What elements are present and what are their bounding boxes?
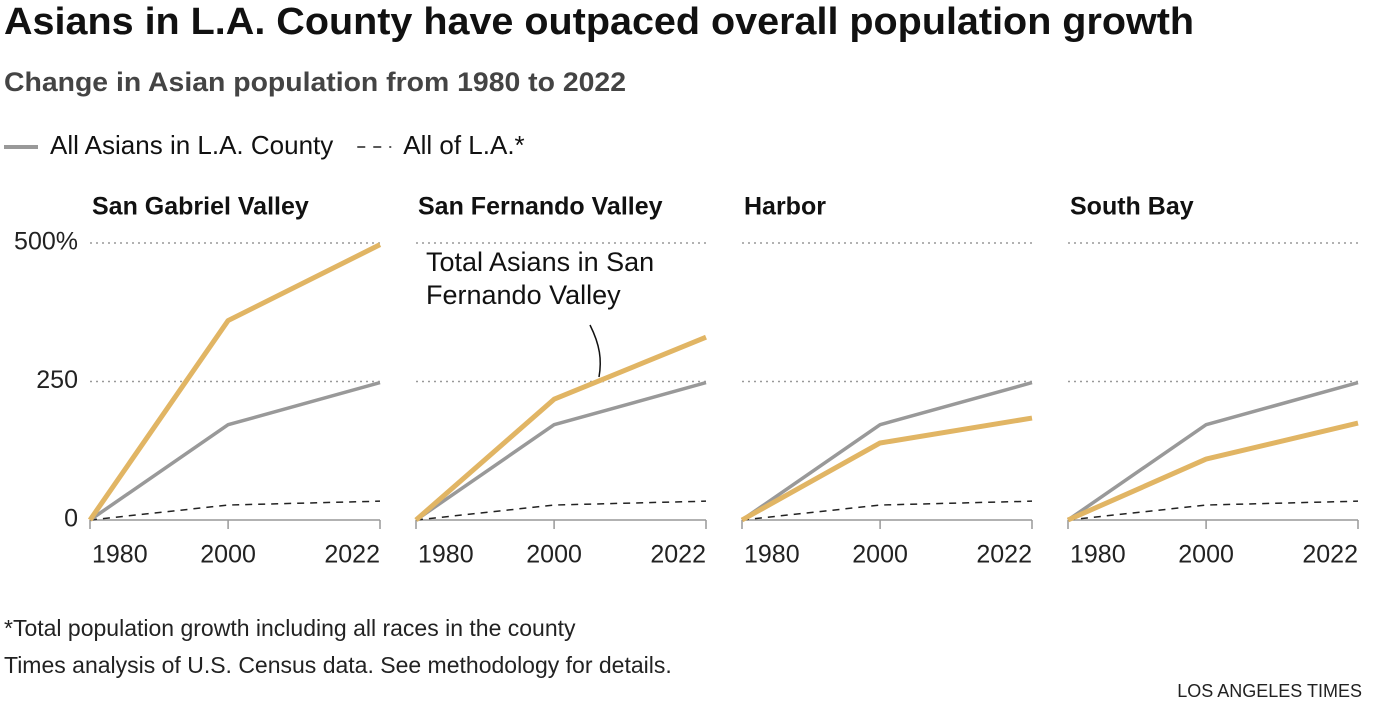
footnote: *Total population growth including all r…: [4, 615, 576, 641]
series-line: [87, 242, 382, 522]
panel-title: San Gabriel Valley: [92, 193, 309, 221]
x-tick-label: 1980: [1070, 541, 1126, 569]
series-line: [740, 415, 1033, 523]
series-line: [415, 380, 707, 522]
x-tick-label: 1980: [744, 541, 800, 569]
credit: LOS ANGELES TIMES: [1177, 681, 1362, 701]
y-tick-label: 250: [36, 366, 78, 394]
x-tick-label: 2000: [200, 541, 256, 569]
annotation: Total Asians in San Fernando Valley: [426, 247, 655, 310]
x-tick-label: 2022: [324, 541, 380, 569]
y-tick-label: 500%: [14, 228, 78, 256]
series-line: [741, 380, 1033, 522]
source-note: Times analysis of U.S. Census data. See …: [4, 652, 672, 678]
legend-label: All of L.A.*: [403, 130, 524, 160]
panel-title: South Bay: [1070, 193, 1194, 221]
series-line: [1066, 420, 1359, 523]
series-line: [1067, 500, 1359, 521]
legend-label: All Asians in L.A. County: [50, 130, 333, 160]
annotation-pointer: [589, 324, 602, 378]
chart-title: Asians in L.A. County have outpaced over…: [4, 1, 1194, 43]
panel-title: Harbor: [744, 193, 826, 221]
x-tick-label: 2022: [976, 541, 1032, 569]
chart-subtitle: Change in Asian population from 1980 to …: [4, 67, 626, 97]
series-line: [89, 500, 381, 521]
x-tick-label: 1980: [92, 541, 148, 569]
x-tick-label: 1980: [418, 541, 474, 569]
series-line: [89, 380, 381, 522]
series-line: [1067, 380, 1359, 522]
y-tick-label: 0: [64, 505, 78, 533]
series-line: [741, 500, 1033, 521]
series-line: [415, 500, 707, 521]
x-tick-label: 2000: [526, 541, 582, 569]
x-tick-label: 2000: [852, 541, 908, 569]
x-tick-label: 2022: [1302, 541, 1358, 569]
panel-title: San Fernando Valley: [418, 193, 663, 221]
x-tick-label: 2000: [1178, 541, 1234, 569]
x-tick-label: 2022: [650, 541, 706, 569]
series-line: [414, 334, 707, 522]
